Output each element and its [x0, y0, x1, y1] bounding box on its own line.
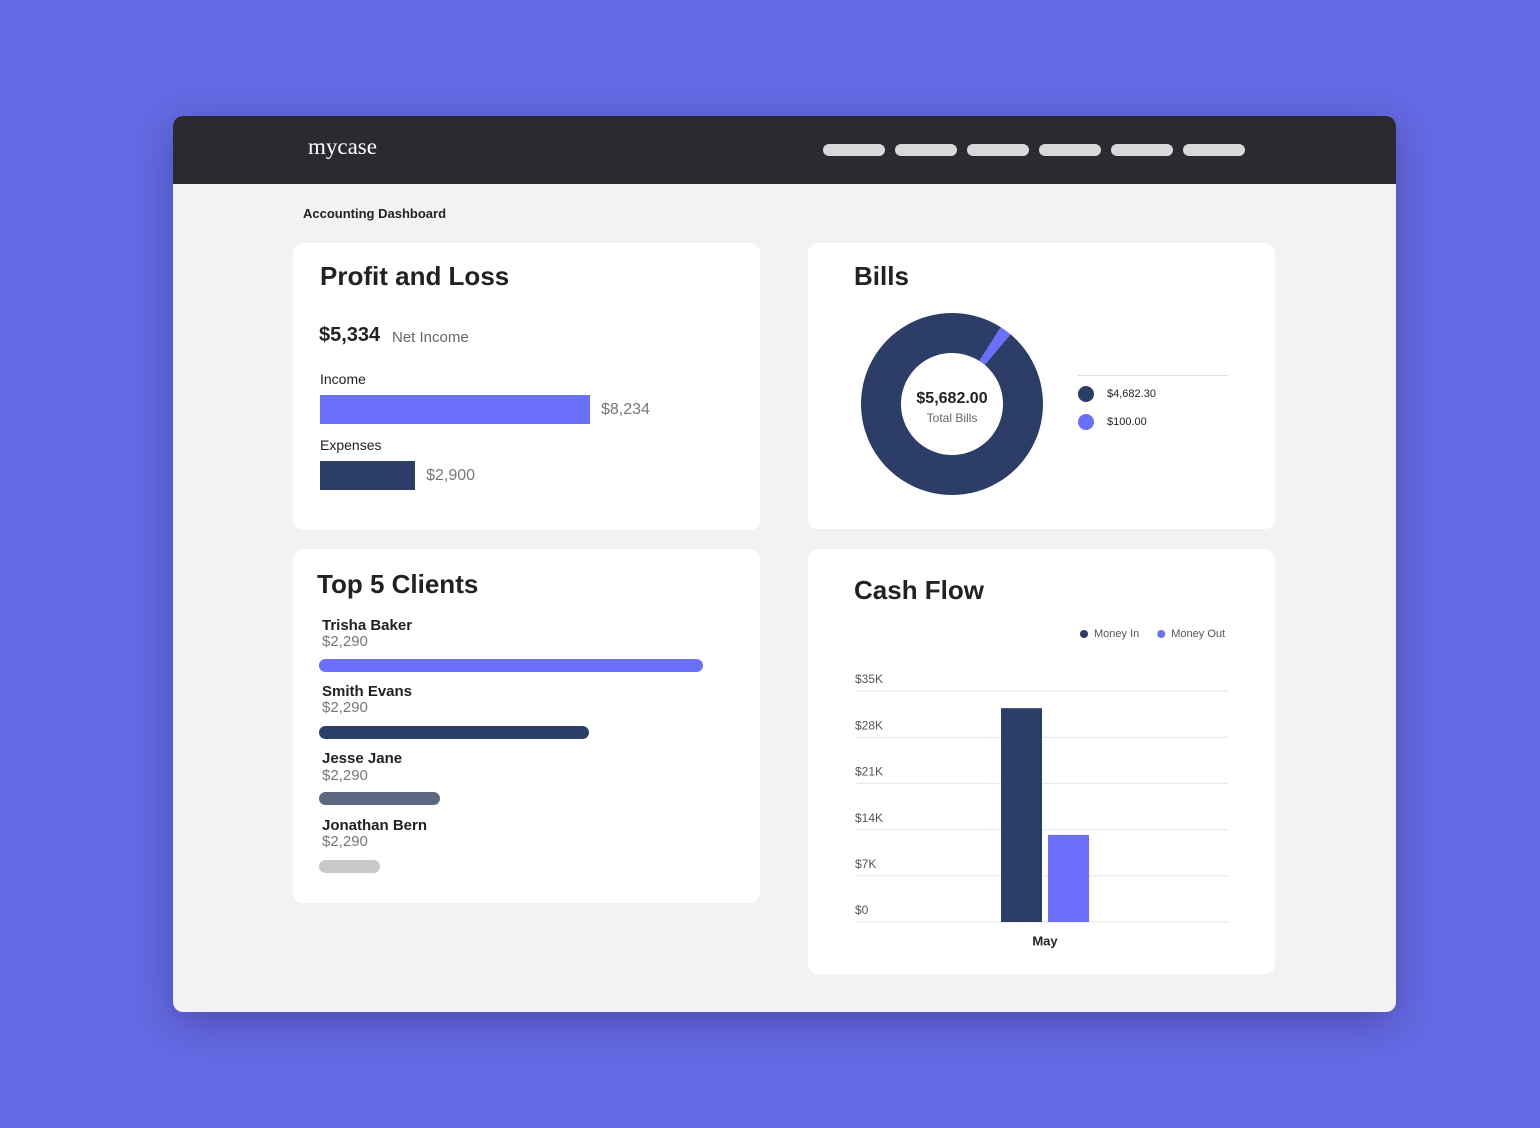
y-tick-label: $7K	[855, 857, 876, 871]
nav-item[interactable]	[823, 144, 885, 156]
client-name: Smith Evans	[322, 683, 413, 700]
nav-item[interactable]	[967, 144, 1029, 156]
y-tick-label: $35K	[855, 672, 883, 686]
y-tick-label: $21K	[855, 765, 883, 779]
y-tick-label: $0	[855, 903, 869, 917]
card-title: Top 5 Clients	[317, 569, 479, 599]
client-name: Trisha Baker	[322, 617, 413, 634]
nav-item[interactable]	[1039, 144, 1101, 156]
client-amount: $2,290	[322, 767, 368, 784]
client-bar	[319, 726, 589, 739]
nav-item[interactable]	[1111, 144, 1173, 156]
card-title: Bills	[854, 261, 909, 291]
legend-swatch	[1080, 630, 1088, 638]
legend-swatch	[1078, 386, 1094, 402]
legend-label: Money Out	[1171, 628, 1225, 640]
client-bar	[319, 792, 440, 805]
card-title: Profit and Loss	[320, 261, 510, 291]
bar	[1001, 708, 1042, 922]
y-tick-label: $28K	[855, 718, 883, 732]
bar	[1048, 834, 1089, 922]
bar	[320, 395, 590, 424]
client-name: Jonathan Bern	[322, 817, 428, 834]
top-bar: mycase	[173, 116, 1396, 184]
bar-value-label: $2,900	[426, 467, 476, 484]
bar-label: Expenses	[320, 437, 382, 453]
bar	[320, 461, 416, 490]
legend-label: $100.00	[1107, 416, 1147, 428]
client-bar	[319, 860, 380, 873]
client-amount: $2,290	[322, 699, 368, 716]
bar-label: Income	[320, 371, 366, 387]
net-income-label: Net Income	[392, 329, 469, 346]
client-name: Jesse Jane	[322, 750, 403, 767]
bar-value-label: $8,234	[601, 401, 650, 418]
donut-total: $5,682.00	[916, 390, 987, 407]
legend-swatch	[1157, 630, 1166, 638]
nav-item[interactable]	[1183, 144, 1245, 156]
donut-segment	[861, 313, 1044, 496]
donut-segment	[979, 327, 1011, 365]
logo[interactable]: mycase	[308, 134, 377, 159]
client-amount: $2,290	[322, 633, 368, 650]
legend-rule	[1078, 375, 1228, 376]
x-tick-label: May	[1032, 933, 1058, 948]
legend-label: $4,682.30	[1107, 388, 1156, 400]
client-amount: $2,290	[322, 833, 368, 850]
y-tick-label: $14K	[855, 811, 883, 825]
donut-total-label: Total Bills	[927, 411, 978, 425]
legend-label: Money In	[1094, 628, 1139, 640]
legend-swatch	[1078, 414, 1094, 430]
net-income: $5,334	[319, 324, 381, 346]
card-title: Cash Flow	[854, 575, 985, 605]
page-title: Accounting Dashboard	[303, 206, 447, 221]
nav-item[interactable]	[895, 144, 957, 156]
client-bar	[319, 659, 703, 672]
